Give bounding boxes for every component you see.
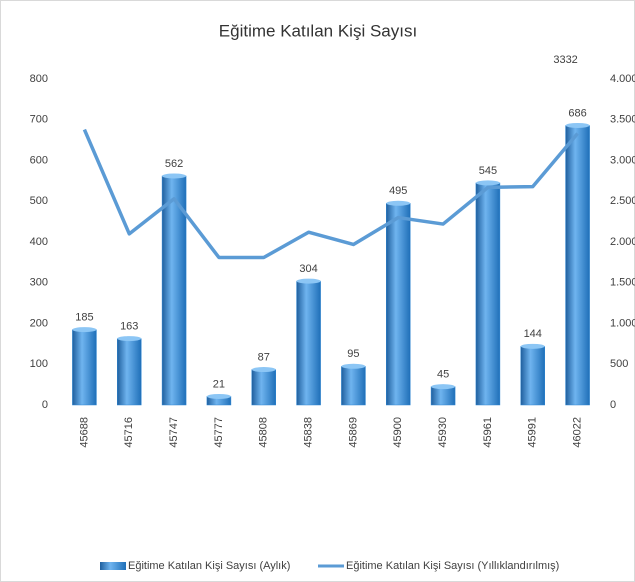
y-tick-label: 700 <box>30 114 48 126</box>
x-tick-label: 45777 <box>213 417 225 448</box>
x-tick-label: 45869 <box>347 417 359 448</box>
y-tick-label: 300 <box>30 277 48 289</box>
y-tick-label: 500 <box>30 195 48 207</box>
bar-top <box>520 343 545 349</box>
bar <box>565 125 590 406</box>
x-tick-label: 45930 <box>437 417 449 448</box>
line-data-label: 3332 <box>553 54 577 66</box>
x-tick-label: 45838 <box>302 417 314 448</box>
x-tick-label: 45900 <box>392 417 404 448</box>
x-tick-label: 45747 <box>168 417 180 448</box>
data-label: 545 <box>479 165 497 177</box>
data-label: 45 <box>437 369 449 381</box>
y2-tick-label: 2.000 <box>610 236 635 248</box>
bar <box>296 280 321 406</box>
bar-top <box>162 173 187 179</box>
y-tick-label: 800 <box>30 73 48 85</box>
legend-label: Eğitime Katılan Kişi Sayısı (Aylık) <box>128 560 290 572</box>
y-tick-label: 100 <box>30 358 48 370</box>
x-tick-label: 45716 <box>123 417 135 448</box>
bar <box>475 182 501 406</box>
bar-top <box>475 180 500 186</box>
data-label: 95 <box>347 348 359 360</box>
legend-label: Eğitime Katılan Kişi Sayısı (Yıllıklandı… <box>346 560 559 572</box>
data-label: 495 <box>389 185 407 197</box>
x-tick-label: 45688 <box>78 417 90 448</box>
bar <box>161 175 187 406</box>
y2-tick-label: 1.000 <box>610 317 635 329</box>
bar-top <box>341 363 366 369</box>
data-label: 304 <box>299 263 317 275</box>
bar-top <box>431 384 456 390</box>
x-tick-label: 45991 <box>527 417 539 448</box>
bar-top <box>296 278 321 284</box>
legend-swatch <box>100 562 126 570</box>
y-tick-label: 400 <box>30 236 48 248</box>
bar-top <box>386 200 411 206</box>
data-label: 562 <box>165 158 183 170</box>
x-tick-label: 46022 <box>571 417 583 448</box>
x-tick-label: 45961 <box>482 417 494 448</box>
data-label: 185 <box>75 312 93 324</box>
y2-tick-label: 1.500 <box>610 277 635 289</box>
bar-top <box>117 336 142 342</box>
bar <box>386 203 411 406</box>
chart-title: Eğitime Katılan Kişi Sayısı <box>219 21 417 40</box>
bar <box>520 346 545 406</box>
y2-tick-label: 3.500 <box>610 114 635 126</box>
line <box>82 128 579 260</box>
bar-top <box>72 327 97 333</box>
y2-tick-label: 2.500 <box>610 195 635 207</box>
bar-top <box>206 393 231 399</box>
data-label: 686 <box>568 107 586 119</box>
data-label: 144 <box>524 328 542 340</box>
bar <box>430 386 456 406</box>
data-label: 21 <box>213 378 225 390</box>
y-tick-label: 600 <box>30 154 48 166</box>
bar <box>117 338 142 406</box>
y-tick-label: 0 <box>42 399 48 411</box>
data-label: 163 <box>120 320 138 332</box>
bar <box>341 366 366 406</box>
y-tick-label: 200 <box>30 317 48 329</box>
y2-tick-label: 3.000 <box>610 154 635 166</box>
data-label: 87 <box>258 351 270 363</box>
bar <box>251 369 276 406</box>
y2-tick-label: 4.000 <box>610 73 635 85</box>
x-tick-label: 45808 <box>258 417 270 448</box>
bar <box>72 329 97 406</box>
bar-top <box>565 122 590 128</box>
y2-tick-label: 0 <box>610 399 616 411</box>
bar-top <box>251 367 276 373</box>
y2-tick-label: 500 <box>610 358 628 370</box>
